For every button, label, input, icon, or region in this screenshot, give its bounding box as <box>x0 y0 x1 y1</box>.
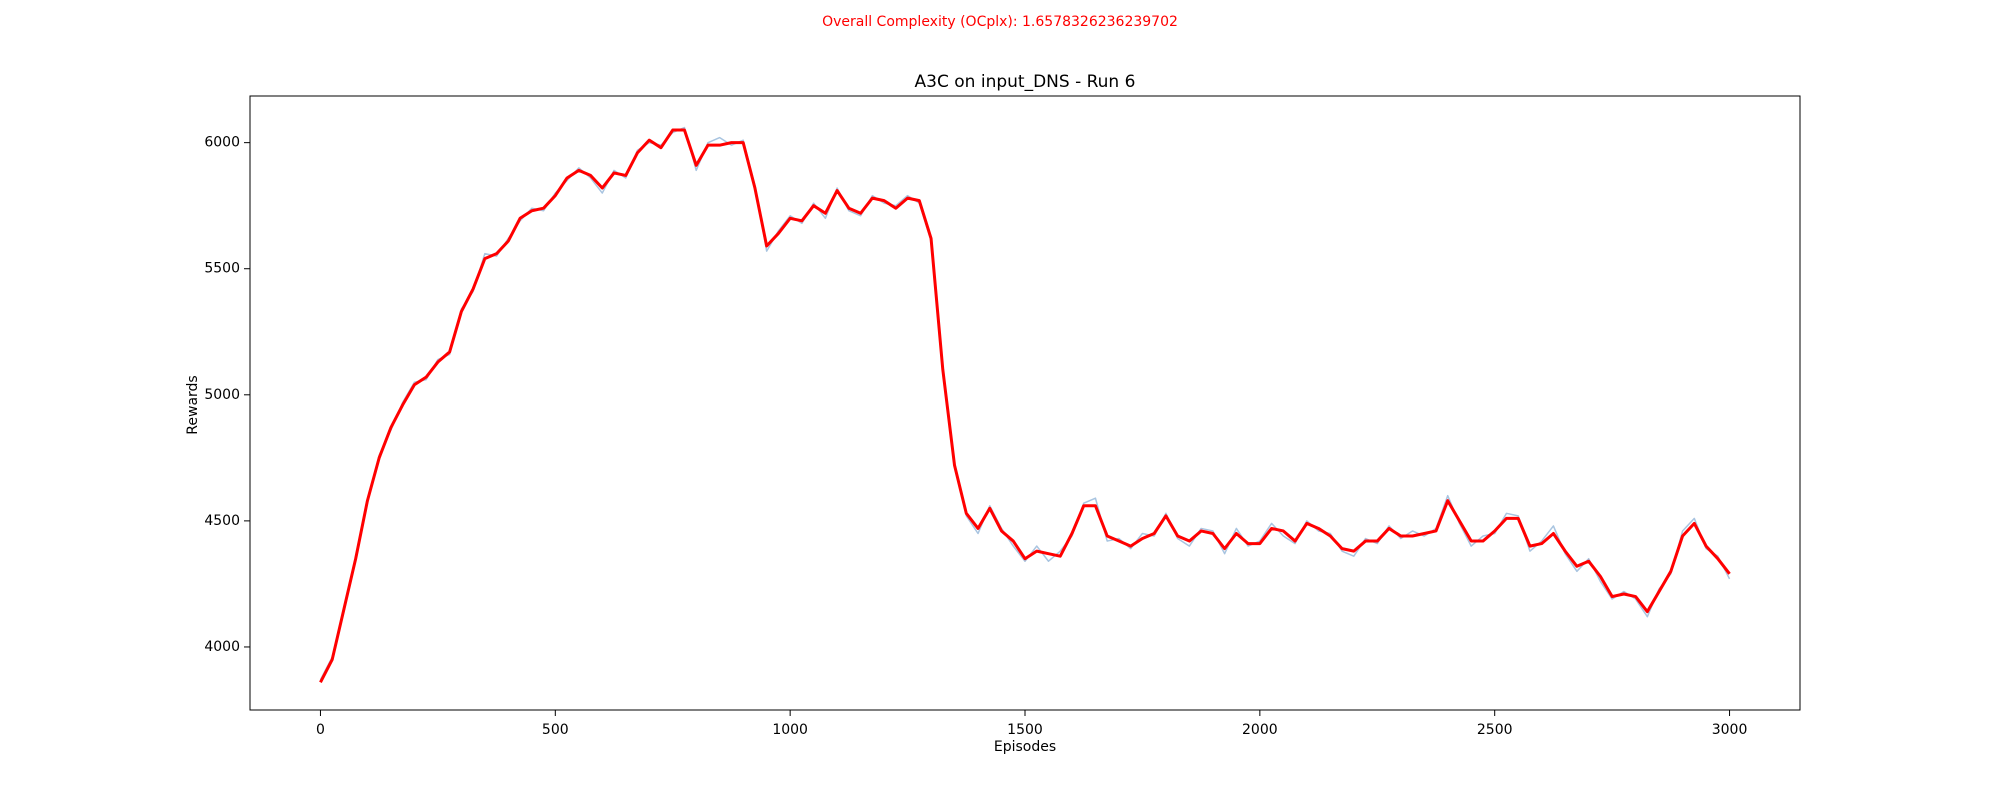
y-tick-label: 5000 <box>204 387 240 403</box>
y-tick-label: 5500 <box>204 261 240 277</box>
plot-frame <box>249 95 1801 711</box>
y-axis-label: Rewards <box>185 375 201 434</box>
x-axis-label: Episodes <box>994 739 1056 755</box>
x-tick-label: 2000 <box>1242 722 1278 738</box>
x-tick-label: 2500 <box>1477 722 1513 738</box>
series-line <box>319 128 1731 683</box>
x-tick-label: 1500 <box>1007 722 1043 738</box>
chart-suptitle: Overall Complexity (OCplx): 1.6578326236… <box>822 14 1178 30</box>
x-tick-label: 0 <box>316 722 325 738</box>
x-tick-label: 500 <box>542 722 569 738</box>
x-tick-label: 3000 <box>1712 722 1748 738</box>
y-tick-label: 6000 <box>204 135 240 151</box>
y-tick-label: 4000 <box>204 639 240 655</box>
chart-title: A3C on input_DNS - Run 6 <box>915 72 1136 92</box>
x-tick-label: 1000 <box>772 722 808 738</box>
y-tick-label: 4500 <box>204 513 240 529</box>
